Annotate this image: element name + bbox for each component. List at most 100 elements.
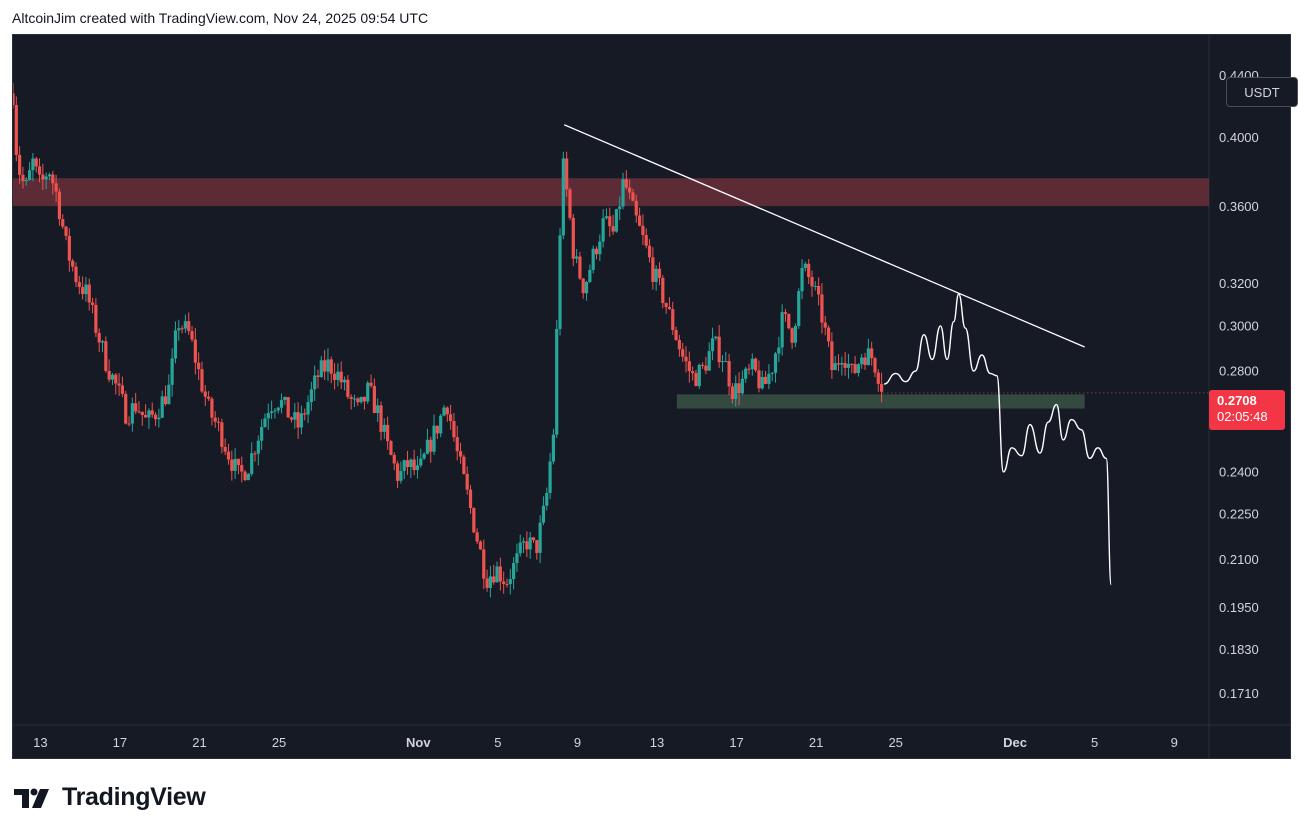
currency-selector[interactable]: USDT (1226, 77, 1298, 107)
candle-body (647, 245, 652, 258)
candle-body (856, 364, 861, 374)
candle-body (266, 413, 270, 419)
candle-body (664, 303, 668, 308)
candle-body (279, 400, 284, 408)
candle-body (24, 180, 28, 182)
candle-body (561, 158, 565, 236)
candle-body (449, 414, 453, 422)
tradingview-logo[interactable]: TradingView (14, 783, 206, 811)
candle-body (472, 508, 476, 533)
candle-body (528, 537, 532, 550)
candle-body (442, 407, 446, 416)
candle-body (521, 541, 526, 543)
candle-body (283, 397, 287, 401)
candle-body (790, 328, 794, 343)
candle-body (167, 384, 171, 405)
candle-body (515, 553, 519, 564)
candle-body (734, 383, 738, 399)
candle-body (458, 451, 463, 457)
x-tick-label: 13 (33, 735, 47, 750)
candle-body (223, 447, 227, 452)
x-tick-label: Nov (406, 735, 431, 750)
candle-body (207, 396, 211, 399)
candle-body (826, 327, 831, 342)
candle-body (31, 158, 35, 171)
current-price-tag: 0.2708 02:05:48 (1209, 390, 1285, 430)
candle-body (250, 453, 254, 474)
candle-body (475, 532, 479, 542)
candle-body (873, 358, 877, 373)
candle-body (359, 396, 363, 403)
candle-body (508, 579, 512, 585)
candle-body (568, 189, 572, 218)
candle-body (402, 460, 406, 471)
candle-body (130, 403, 134, 424)
candle-body (346, 379, 350, 397)
candle-body (213, 417, 217, 422)
candle-body (700, 364, 705, 366)
x-tick-label: 5 (494, 735, 501, 750)
bar-countdown: 02:05:48 (1217, 409, 1268, 424)
candle-body (415, 465, 420, 471)
candle-body (240, 465, 244, 472)
candle-body (425, 439, 430, 454)
candle-body (44, 176, 48, 180)
candle-body (594, 248, 599, 255)
y-tick-label: 0.1950 (1219, 600, 1259, 615)
candle-body (757, 370, 761, 389)
candle-body (611, 226, 615, 232)
candle-body (488, 576, 493, 588)
candle-body (84, 284, 88, 295)
candle-body (147, 410, 151, 418)
price-chart[interactable]: 0.44000.40000.36000.32000.30000.28000.24… (13, 35, 1290, 758)
x-tick-label: 9 (1171, 735, 1178, 750)
candle-body (41, 174, 45, 180)
candle-body (485, 578, 489, 588)
candle-body (840, 363, 844, 365)
candle-body (637, 215, 642, 226)
candle-body (187, 321, 191, 331)
candle-body (727, 361, 731, 387)
y-tick-label: 0.4000 (1219, 130, 1259, 145)
candle-body (581, 278, 585, 294)
candle-body (51, 174, 55, 184)
y-tick-label: 0.1710 (1219, 686, 1259, 701)
candle-body (140, 411, 144, 415)
current-price-value: 0.2708 (1217, 393, 1257, 408)
projection-path (883, 293, 1112, 586)
y-tick-label: 0.1830 (1219, 642, 1259, 657)
candle-body (661, 277, 665, 304)
y-tick-label: 0.3600 (1219, 199, 1259, 214)
candle-body (376, 405, 380, 414)
candle-body (833, 363, 837, 371)
candle-body (870, 348, 874, 359)
candle-body (197, 362, 201, 370)
y-tick-label: 0.2250 (1219, 507, 1259, 522)
x-tick-label: 21 (192, 735, 206, 750)
candle-body (551, 434, 555, 462)
candle-body (306, 402, 310, 415)
x-tick-label: Dec (1003, 735, 1027, 750)
x-tick-label: 25 (888, 735, 902, 750)
x-tick-label: 17 (113, 735, 127, 750)
candle-body (339, 371, 343, 383)
candle-body (170, 358, 174, 385)
chart-panel[interactable]: 0.4400 0.4000 0.3600 0.3200 0.3000 0.2800 0.24… (12, 34, 1298, 759)
candle-body (525, 541, 529, 550)
candle-body (843, 363, 847, 368)
candle-body (395, 463, 400, 481)
candle-body (137, 411, 141, 413)
candle-body (210, 398, 214, 418)
candle-body (366, 382, 370, 402)
candle-body (588, 269, 592, 282)
candle-body (342, 379, 347, 383)
candle-body (439, 415, 443, 434)
candle-body (584, 281, 589, 294)
x-tick-label: 9 (574, 735, 581, 750)
candle-body (787, 313, 791, 329)
candle-body (432, 425, 436, 452)
candle-body (336, 371, 340, 380)
candle-body (817, 285, 821, 295)
candle-body (634, 200, 638, 216)
candle-body (820, 294, 824, 323)
